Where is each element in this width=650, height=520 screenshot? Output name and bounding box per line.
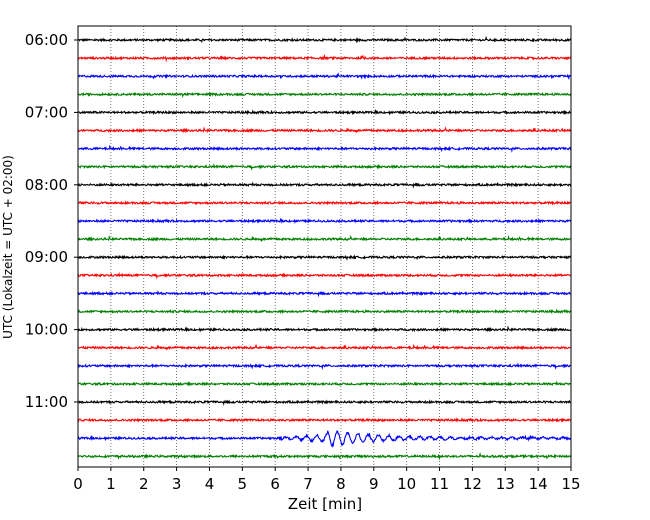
y-tick-label-08:00: 08:00 [25, 176, 68, 194]
x-tick-label-4: 4 [205, 475, 215, 493]
y-tick-label-10:00: 10:00 [25, 321, 68, 339]
trace-11:45 [77, 451, 572, 461]
trace-10:15 [77, 343, 572, 351]
y-tick-label-07:00: 07:00 [25, 103, 68, 121]
trace-08:00 [77, 181, 572, 189]
vertical-grid [110, 26, 539, 467]
x-tick-label-1: 1 [106, 475, 116, 493]
x-tick-label-13: 13 [496, 475, 515, 493]
trace-10:30 [77, 362, 572, 371]
x-tick-label-7: 7 [303, 475, 313, 493]
plot-frame [77, 25, 572, 468]
trace-09:45 [77, 308, 572, 315]
x-tick-label-3: 3 [172, 475, 182, 493]
traces [77, 35, 572, 461]
trace-07:45 [77, 163, 572, 171]
x-tick-label-12: 12 [463, 475, 482, 493]
trace-08:15 [77, 200, 572, 206]
x-tick-label-0: 0 [73, 475, 83, 493]
trace-11:30 [77, 430, 572, 448]
y-tick-label-06:00: 06:00 [25, 31, 68, 49]
y-tick-label-11:00: 11:00 [25, 393, 68, 411]
x-tick-label-2: 2 [139, 475, 149, 493]
x-tick-label-8: 8 [336, 475, 346, 493]
trace-07:00 [77, 109, 572, 116]
x-tick-label-6: 6 [270, 475, 280, 493]
trace-08:30 [77, 217, 572, 225]
x-axis-label: Zeit [min] [288, 495, 362, 513]
trace-06:15 [77, 53, 572, 63]
y-axis-label: UTC (Lokalzeit = UTC + 02:00) [1, 155, 15, 339]
trace-10:00 [77, 325, 572, 333]
x-tick-label-10: 10 [397, 475, 416, 493]
trace-10:45 [77, 380, 572, 387]
trace-06:30 [77, 72, 572, 81]
trace-06:00 [77, 35, 572, 44]
trace-06:45 [77, 91, 572, 98]
x-tick-label-15: 15 [561, 475, 580, 493]
trace-07:15 [77, 126, 572, 134]
x-tick-label-5: 5 [238, 475, 248, 493]
x-tick-label-14: 14 [529, 475, 548, 493]
y-axis-ticks: 06:00 07:00 08:00 09:00 10:00 11:00 [25, 31, 78, 411]
trace-09:15 [77, 271, 572, 280]
x-tick-label-11: 11 [430, 475, 449, 493]
y-tick-label-09:00: 09:00 [25, 248, 68, 266]
trace-09:00 [77, 254, 572, 261]
x-axis-ticks: 0 1 2 3 4 5 6 7 8 9 10 11 12 13 14 15 [73, 467, 581, 493]
trace-11:15 [77, 417, 572, 423]
trace-07:30 [78, 144, 572, 153]
trace-11:00 [77, 399, 572, 407]
x-tick-label-9: 9 [369, 475, 379, 493]
trace-09:30 [77, 290, 572, 298]
trace-08:45 [77, 234, 572, 243]
